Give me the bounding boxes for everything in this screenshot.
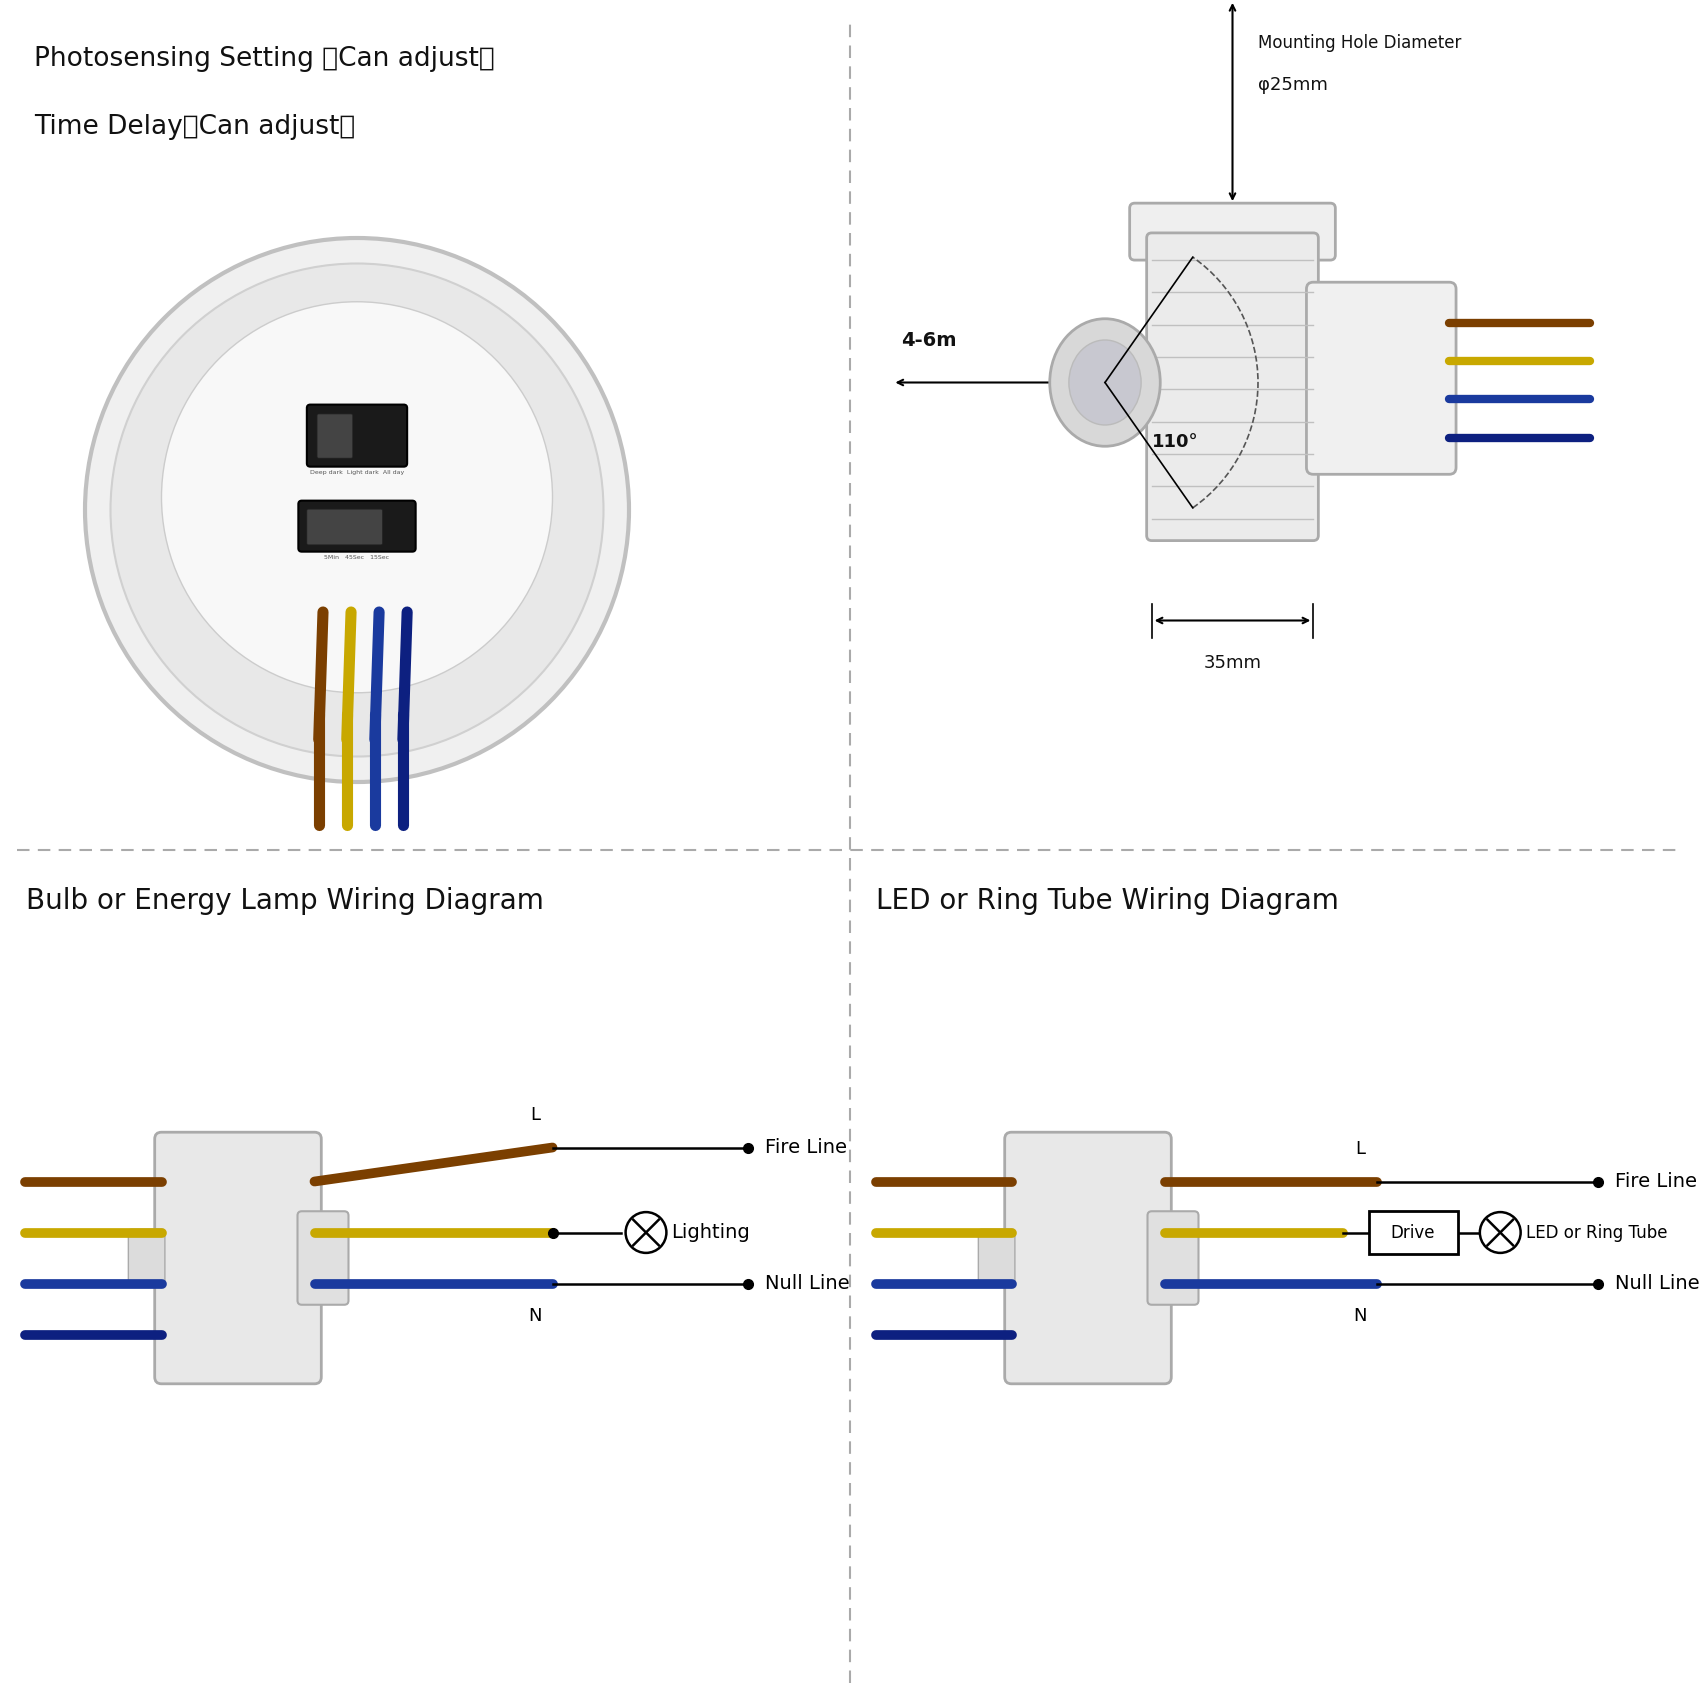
Circle shape [85,238,629,782]
Text: N: N [1353,1307,1367,1326]
Text: φ25mm: φ25mm [1258,76,1328,94]
FancyBboxPatch shape [1129,204,1334,260]
Ellipse shape [1049,320,1159,447]
FancyBboxPatch shape [128,1229,165,1287]
Text: LED or Ring Tube Wiring Diagram: LED or Ring Tube Wiring Diagram [876,887,1338,915]
FancyBboxPatch shape [299,502,415,552]
Circle shape [162,303,552,694]
Circle shape [110,264,604,756]
FancyBboxPatch shape [1005,1132,1171,1384]
Ellipse shape [1069,340,1141,425]
FancyBboxPatch shape [1306,282,1455,474]
FancyBboxPatch shape [1146,233,1318,541]
Text: 35mm: 35mm [1204,654,1261,672]
Text: Time Delay（Can adjust）: Time Delay（Can adjust） [34,114,355,141]
Text: LED or Ring Tube: LED or Ring Tube [1527,1224,1668,1241]
FancyBboxPatch shape [306,405,408,468]
FancyBboxPatch shape [1148,1210,1198,1306]
Text: Fire Line: Fire Line [1615,1171,1697,1192]
Text: L: L [530,1105,541,1124]
Text: N: N [529,1307,542,1326]
FancyBboxPatch shape [306,510,382,544]
Text: 110°: 110° [1153,434,1198,450]
Text: Bulb or Energy Lamp Wiring Diagram: Bulb or Energy Lamp Wiring Diagram [26,887,544,915]
Circle shape [1479,1212,1520,1253]
Text: Deep dark  Light dark  All day: Deep dark Light dark All day [309,471,405,474]
FancyBboxPatch shape [1368,1210,1457,1255]
Text: Mounting Hole Diameter: Mounting Hole Diameter [1258,34,1462,51]
Circle shape [626,1212,666,1253]
Text: 5Min   45Sec   15Sec: 5Min 45Sec 15Sec [325,554,389,559]
FancyBboxPatch shape [155,1132,321,1384]
Text: Photosensing Setting （Can adjust）: Photosensing Setting （Can adjust） [34,46,495,73]
Text: Lighting: Lighting [672,1222,750,1243]
Text: Null Line: Null Line [765,1273,850,1294]
Text: L: L [1355,1139,1365,1158]
FancyBboxPatch shape [298,1210,348,1306]
Text: Drive: Drive [1391,1224,1435,1241]
Text: Null Line: Null Line [1615,1273,1700,1294]
FancyBboxPatch shape [316,413,354,459]
Text: 4-6m: 4-6m [901,330,957,350]
Text: Fire Line: Fire Line [765,1137,847,1158]
FancyBboxPatch shape [979,1229,1015,1287]
